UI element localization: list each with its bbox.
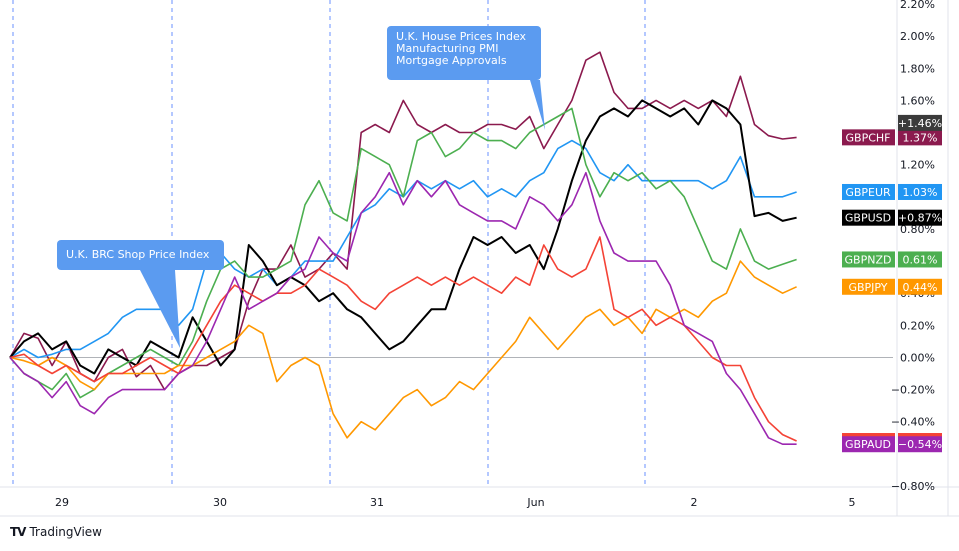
x-tick-label: 31 xyxy=(370,496,384,509)
callouts: U.K. BRC Shop Price Index U.K. House Pric… xyxy=(57,26,545,348)
callout-uk-data-pointer xyxy=(530,80,545,130)
series-line-gbpusd[interactable] xyxy=(9,99,797,375)
tag-value-text: 1.37% xyxy=(903,131,938,144)
x-tick-label: Jun xyxy=(526,496,544,509)
callout-brc-box xyxy=(57,240,224,270)
y-tick-label: 1.60% xyxy=(900,94,935,107)
tag-value-box xyxy=(898,209,942,226)
series-lines xyxy=(9,51,797,446)
tag-value-text: 0.44% xyxy=(903,281,938,294)
callout-brc: U.K. BRC Shop Price Index xyxy=(57,240,224,348)
y-tick-label: 2.20% xyxy=(900,0,935,11)
y-tick-label: −0.40% xyxy=(891,416,935,429)
y-tick-label: 0.80% xyxy=(900,223,935,236)
x-tick-label: 29 xyxy=(55,496,69,509)
tag-name-text: GBPUSD xyxy=(845,212,891,225)
tag-gbpaud: GBPAUD −0.54% xyxy=(842,436,942,453)
callout-uk-data-text: U.K. House Prices Index xyxy=(396,30,527,43)
series-tags: GBPCHF 1.37% GBPEUR 1.03% GBPUSD +0.87% GBPNZD… xyxy=(842,114,942,453)
tradingview-wordmark: TradingView xyxy=(29,525,102,539)
tag-name-box xyxy=(842,251,895,268)
y-tick-label: −0.80% xyxy=(891,480,935,493)
tag-name-text: GBPCHF xyxy=(846,131,891,144)
axis-frame xyxy=(0,0,959,517)
callout-brc-text: U.K. BRC Shop Price Index xyxy=(66,248,210,261)
x-axis-ticks: 29 30 31 Jun 2 5 xyxy=(55,496,856,509)
x-tick-label: 30 xyxy=(213,496,227,509)
tag-name-box xyxy=(842,278,895,295)
callout-uk-data-text: Mortgage Approvals xyxy=(396,54,507,67)
tag-gbpeur: GBPEUR 1.03% xyxy=(842,183,942,200)
tradingview-logo-icon: TV xyxy=(10,525,27,539)
callout-uk-data-box xyxy=(387,26,541,80)
tradingview-branding[interactable]: TV TradingView xyxy=(10,525,102,539)
tag-value-text: −0.54% xyxy=(898,438,942,451)
tag-name-text: GBPEUR xyxy=(845,186,891,199)
tag-value-text: +1.46% xyxy=(898,117,942,130)
tag-value-box xyxy=(898,114,942,131)
tag-name-box xyxy=(842,436,895,453)
x-tick-label: 2 xyxy=(691,496,698,509)
tag-value-text: +0.87% xyxy=(898,212,942,225)
tag-name-box xyxy=(842,129,895,146)
tag-value-text: 0.61% xyxy=(903,253,938,266)
tag-value-box xyxy=(898,278,942,295)
tag-name-text: GBPAUD xyxy=(845,438,891,451)
tag-value-text: 1.03% xyxy=(903,186,938,199)
y-tick-label: 0.00% xyxy=(900,351,935,364)
tag-value-box xyxy=(898,183,942,200)
x-tick-label: 5 xyxy=(849,496,856,509)
y-axis-ticks: 2.20%2.00%1.80%1.60%1.20%0.80%0.40%0.20%… xyxy=(891,0,935,493)
callout-uk-data-text: Manufacturing PMI xyxy=(396,42,499,55)
y-tick-label: 1.80% xyxy=(900,62,935,75)
series-line-gbpjpy[interactable] xyxy=(9,260,797,439)
tag-gbpchf: GBPCHF 1.37% xyxy=(842,129,942,146)
tag-name-box xyxy=(842,209,895,226)
y-tick-label: −0.20% xyxy=(891,384,935,397)
tag-name-text: GBPNZD xyxy=(845,253,892,266)
series-line-gbpaud[interactable] xyxy=(9,171,797,446)
tag-extra-0: +1.46% xyxy=(898,114,942,131)
y-tick-label: 2.00% xyxy=(900,30,935,43)
tag-name-box xyxy=(842,183,895,200)
tag-value-box xyxy=(898,129,942,146)
callout-brc-pointer xyxy=(140,270,180,348)
series-line-gbpcad[interactable] xyxy=(9,236,797,442)
tag-gbpnzd: GBPNZD 0.61% xyxy=(842,251,942,268)
tag-name-text: GBPJPY xyxy=(848,281,887,294)
tag-value-box xyxy=(898,436,942,453)
series-line-gbpnzd[interactable] xyxy=(9,107,797,399)
tag-gbpjpy: GBPJPY 0.44% xyxy=(842,278,942,295)
y-tick-label: 0.20% xyxy=(900,319,935,332)
tag-gbpusd: GBPUSD +0.87% xyxy=(842,209,942,226)
y-tick-label: 1.20% xyxy=(900,159,935,172)
tag-value-box xyxy=(898,251,942,268)
